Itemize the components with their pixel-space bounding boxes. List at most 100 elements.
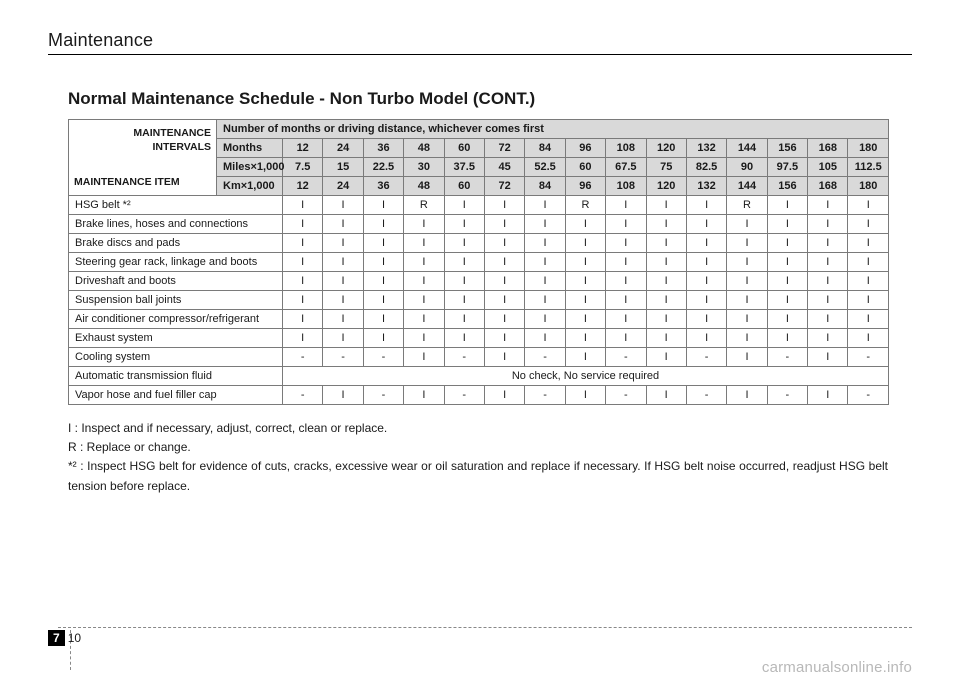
item-value: - (606, 386, 646, 405)
unit-value: 168 (808, 177, 848, 196)
item-value: I (484, 215, 524, 234)
unit-value: 60 (444, 139, 484, 158)
item-value: I (565, 253, 605, 272)
item-value: I (484, 234, 524, 253)
item-label-cell: Exhaust system (69, 329, 283, 348)
unit-value: 72 (484, 177, 524, 196)
item-value: I (484, 348, 524, 367)
item-value: I (848, 329, 889, 348)
item-value: I (484, 272, 524, 291)
item-value: I (363, 215, 403, 234)
item-value: I (323, 234, 363, 253)
item-value: I (606, 272, 646, 291)
item-value: I (404, 272, 444, 291)
item-value: I (646, 386, 686, 405)
item-value: I (283, 215, 323, 234)
item-value: - (686, 348, 726, 367)
item-value: I (606, 196, 646, 215)
item-label-cell: Vapor hose and fuel filler cap (69, 386, 283, 405)
item-value: I (727, 386, 767, 405)
item-value: I (565, 329, 605, 348)
item-value: I (283, 253, 323, 272)
unit-value: 132 (686, 139, 726, 158)
item-value: I (686, 329, 726, 348)
unit-value: 180 (848, 177, 889, 196)
item-value: I (565, 272, 605, 291)
item-value: I (848, 215, 889, 234)
item-value: I (444, 310, 484, 329)
item-value: I (484, 291, 524, 310)
item-value: I (767, 215, 807, 234)
item-value: I (727, 272, 767, 291)
item-value: I (848, 196, 889, 215)
item-value: I (646, 215, 686, 234)
item-value: I (565, 310, 605, 329)
item-value: I (727, 215, 767, 234)
footer-dashed-h (58, 627, 912, 628)
item-value: I (363, 310, 403, 329)
item-value: I (444, 196, 484, 215)
unit-value: 156 (767, 139, 807, 158)
item-value: I (404, 253, 444, 272)
item-value: I (808, 272, 848, 291)
unit-value: 156 (767, 177, 807, 196)
item-value: - (283, 348, 323, 367)
section-header: Maintenance (48, 30, 912, 51)
unit-value: 108 (606, 139, 646, 158)
item-value: I (767, 196, 807, 215)
unit-value: 12 (283, 177, 323, 196)
item-value: I (565, 386, 605, 405)
item-value: R (565, 196, 605, 215)
item-value: I (808, 196, 848, 215)
item-value: I (525, 272, 565, 291)
item-value: I (323, 253, 363, 272)
unit-value: 72 (484, 139, 524, 158)
item-value: I (525, 234, 565, 253)
unit-value: 90 (727, 158, 767, 177)
item-value: I (767, 291, 807, 310)
item-value: - (444, 348, 484, 367)
unit-value: 15 (323, 158, 363, 177)
item-value: I (484, 329, 524, 348)
item-value: I (444, 253, 484, 272)
item-value: - (525, 386, 565, 405)
item-value: I (686, 310, 726, 329)
unit-value: 180 (848, 139, 889, 158)
item-value: I (848, 234, 889, 253)
legend-note2: *² : Inspect HSG belt for evidence of cu… (68, 457, 888, 495)
item-value: I (646, 310, 686, 329)
unit-value: 36 (363, 177, 403, 196)
item-value: I (606, 310, 646, 329)
unit-value: 96 (565, 139, 605, 158)
item-value: I (484, 386, 524, 405)
item-value: I (404, 386, 444, 405)
item-value: I (727, 348, 767, 367)
item-value: I (848, 253, 889, 272)
unit-value: 108 (606, 177, 646, 196)
item-value: I (525, 310, 565, 329)
item-value: I (444, 291, 484, 310)
item-value: I (323, 215, 363, 234)
item-value: - (363, 386, 403, 405)
item-value: I (363, 291, 403, 310)
unit-value: 52.5 (525, 158, 565, 177)
unit-value: 96 (565, 177, 605, 196)
item-value: I (808, 291, 848, 310)
item-label-cell: Automatic transmission fluid (69, 367, 283, 386)
item-value: I (565, 348, 605, 367)
unit-label: Months (217, 139, 283, 158)
item-value: I (444, 329, 484, 348)
item-label-cell: HSG belt *² (69, 196, 283, 215)
page-footer: 710 (48, 630, 83, 646)
item-value: I (565, 234, 605, 253)
item-value: I (646, 196, 686, 215)
item-value: I (323, 196, 363, 215)
unit-value: 48 (404, 177, 444, 196)
item-value: I (565, 291, 605, 310)
item-value: I (686, 196, 726, 215)
unit-label: Km×1,000 (217, 177, 283, 196)
item-value: I (404, 310, 444, 329)
item-value: I (323, 310, 363, 329)
item-value: I (606, 329, 646, 348)
unit-value: 120 (646, 139, 686, 158)
